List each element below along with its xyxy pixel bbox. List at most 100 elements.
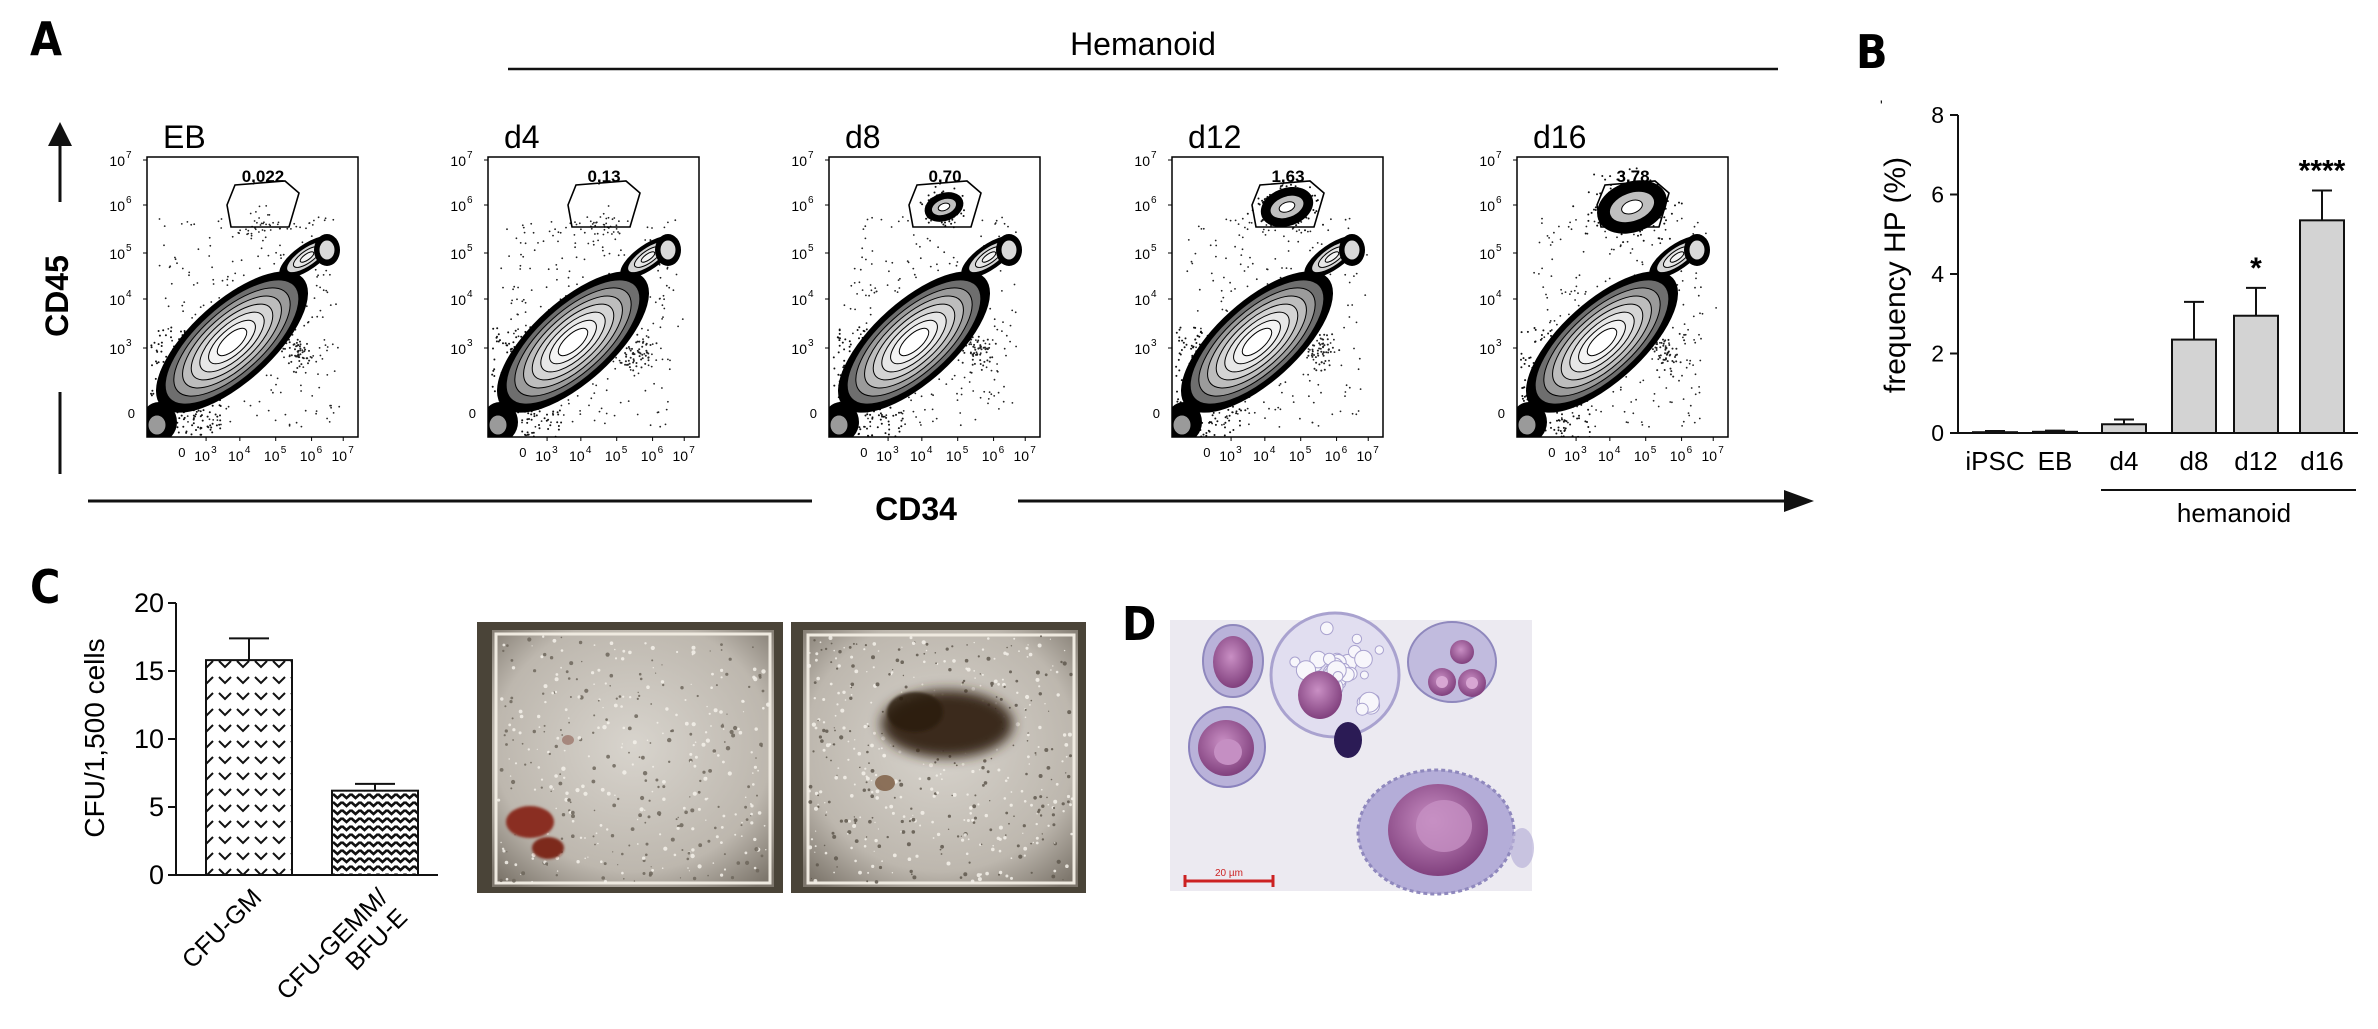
x-tick-exponent: 7 [1373,445,1379,456]
y-tick-exponent: 3 [467,338,473,349]
gate-polygon [226,180,300,228]
x-tick-label: CFU-GM [177,883,267,973]
y-tick-exponent: 3 [126,338,132,349]
y-tick-label: 0 [1153,406,1160,421]
x-tick-label: d8 [2180,446,2209,476]
gate-polygon [567,180,641,228]
y-tick-label: 10 [1479,341,1495,357]
y-tick-label: 2 [1931,341,1944,367]
y-tick-label: 10 [791,153,807,169]
cd45-axis-arrow [48,122,72,474]
x-tick-exponent: 6 [1342,445,1348,456]
x-tick-label: 10 [1253,448,1269,464]
x-tick-exponent: 3 [893,445,899,456]
y-tick-label: 10 [1134,292,1150,308]
y-tick-exponent: 7 [808,150,814,161]
y-tick-label: 10 [1134,198,1150,214]
y-tick-label: 0 [128,406,135,421]
x-tick-label: 0 [178,445,185,460]
x-tick-exponent: 7 [689,445,695,456]
y-tick-label: 0 [810,406,817,421]
x-tick-label: 10 [1564,448,1580,464]
y-tick-label: 10 [1134,153,1150,169]
gate-polygon [1251,180,1325,228]
x-tick-label: d12 [2234,446,2277,476]
hp-cluster [1246,183,1324,232]
bar-d4 [2101,423,2147,435]
x-tick-label: d16 [2300,446,2343,476]
y-tick-label: 10 [109,292,125,308]
y-tick-exponent: 6 [808,195,814,206]
x-tick-label: 0 [519,445,526,460]
x-tick-exponent: 3 [552,445,558,456]
x-tick-label: 10 [876,448,892,464]
cd34-axis-arrow [88,490,1814,512]
x-tick-label: 10 [331,448,347,464]
x-tick-exponent: 4 [927,445,933,456]
y-tick-exponent: 5 [467,243,473,254]
x-tick-exponent: 4 [586,445,592,456]
y-tick-exponent: 7 [126,150,132,161]
x-tick-exponent: 6 [658,445,664,456]
x-tick-label: 0 [1203,445,1210,460]
panel-d-micrograph: 20 µm [1170,611,1534,896]
colony-speckles [497,635,771,884]
plot-frame [487,156,700,438]
x-tick-label: 10 [1701,448,1717,464]
bar-cfu-gemm-bfu-e [331,789,419,876]
gate-percentage: 0,022 [242,167,285,186]
y-tick-label: 10 [109,341,125,357]
y-tick-exponent: 4 [467,289,473,300]
flow-plot-title: d16 [1533,119,1586,155]
y-tick-label: 20 [134,588,164,618]
y-tick-exponent: 4 [126,289,132,300]
y-tick-exponent: 6 [126,195,132,206]
density-contours [1172,183,1368,437]
y-tick-exponent: 4 [1496,289,1502,300]
y-tick-label: 10 [450,341,466,357]
y-axis-label-cd45: CD45 [39,255,75,337]
x-tick-label: 10 [194,448,210,464]
colony-photo-cfu-gemm [791,622,1086,893]
x-tick-label: 10 [1219,448,1235,464]
gate-polygon [1596,180,1670,228]
density-contours [829,185,1022,437]
gate-percentage: 3,78 [1616,167,1649,186]
panel-letter-d: D [1122,597,1156,651]
x-tick-exponent: 6 [1687,445,1693,456]
x-tick-label: 10 [264,448,280,464]
density-contours [488,205,684,437]
y-tick-label: 10 [109,153,125,169]
y-tick-label: 5 [149,792,164,822]
y-tick-label: 0 [149,860,164,890]
x-tick-exponent: 3 [1236,445,1242,456]
x-tick-exponent: 4 [245,445,251,456]
y-tick-label: 0 [1931,420,1944,446]
x-tick-label: 10 [605,448,621,464]
x-tick-label: 10 [1013,448,1029,464]
y-tick-label: 10 [450,153,466,169]
plot-frame [1516,156,1729,438]
y-tick-label: 10 [1479,153,1495,169]
x-tick-exponent: 4 [1270,445,1276,456]
x-tick-label: 10 [228,448,244,464]
x-tick-label: iPSC [1965,446,2024,476]
y-tick-exponent: 5 [126,243,132,254]
x-tick-exponent: 5 [963,445,969,456]
y-tick-label: 10 [1479,292,1495,308]
x-tick-exponent: 5 [1651,445,1657,456]
x-tick-exponent: 7 [1718,445,1724,456]
colony-photo-cfu-gm [477,622,783,893]
panel-letter-b: B [1856,25,1888,79]
x-tick-label: d4 [2110,446,2139,476]
x-tick-label: 10 [535,448,551,464]
y-tick-exponent: 5 [1151,243,1157,254]
y-tick-label: 10 [109,246,125,262]
y-tick-label: 10 [109,198,125,214]
y-tick-label: 10 [791,341,807,357]
